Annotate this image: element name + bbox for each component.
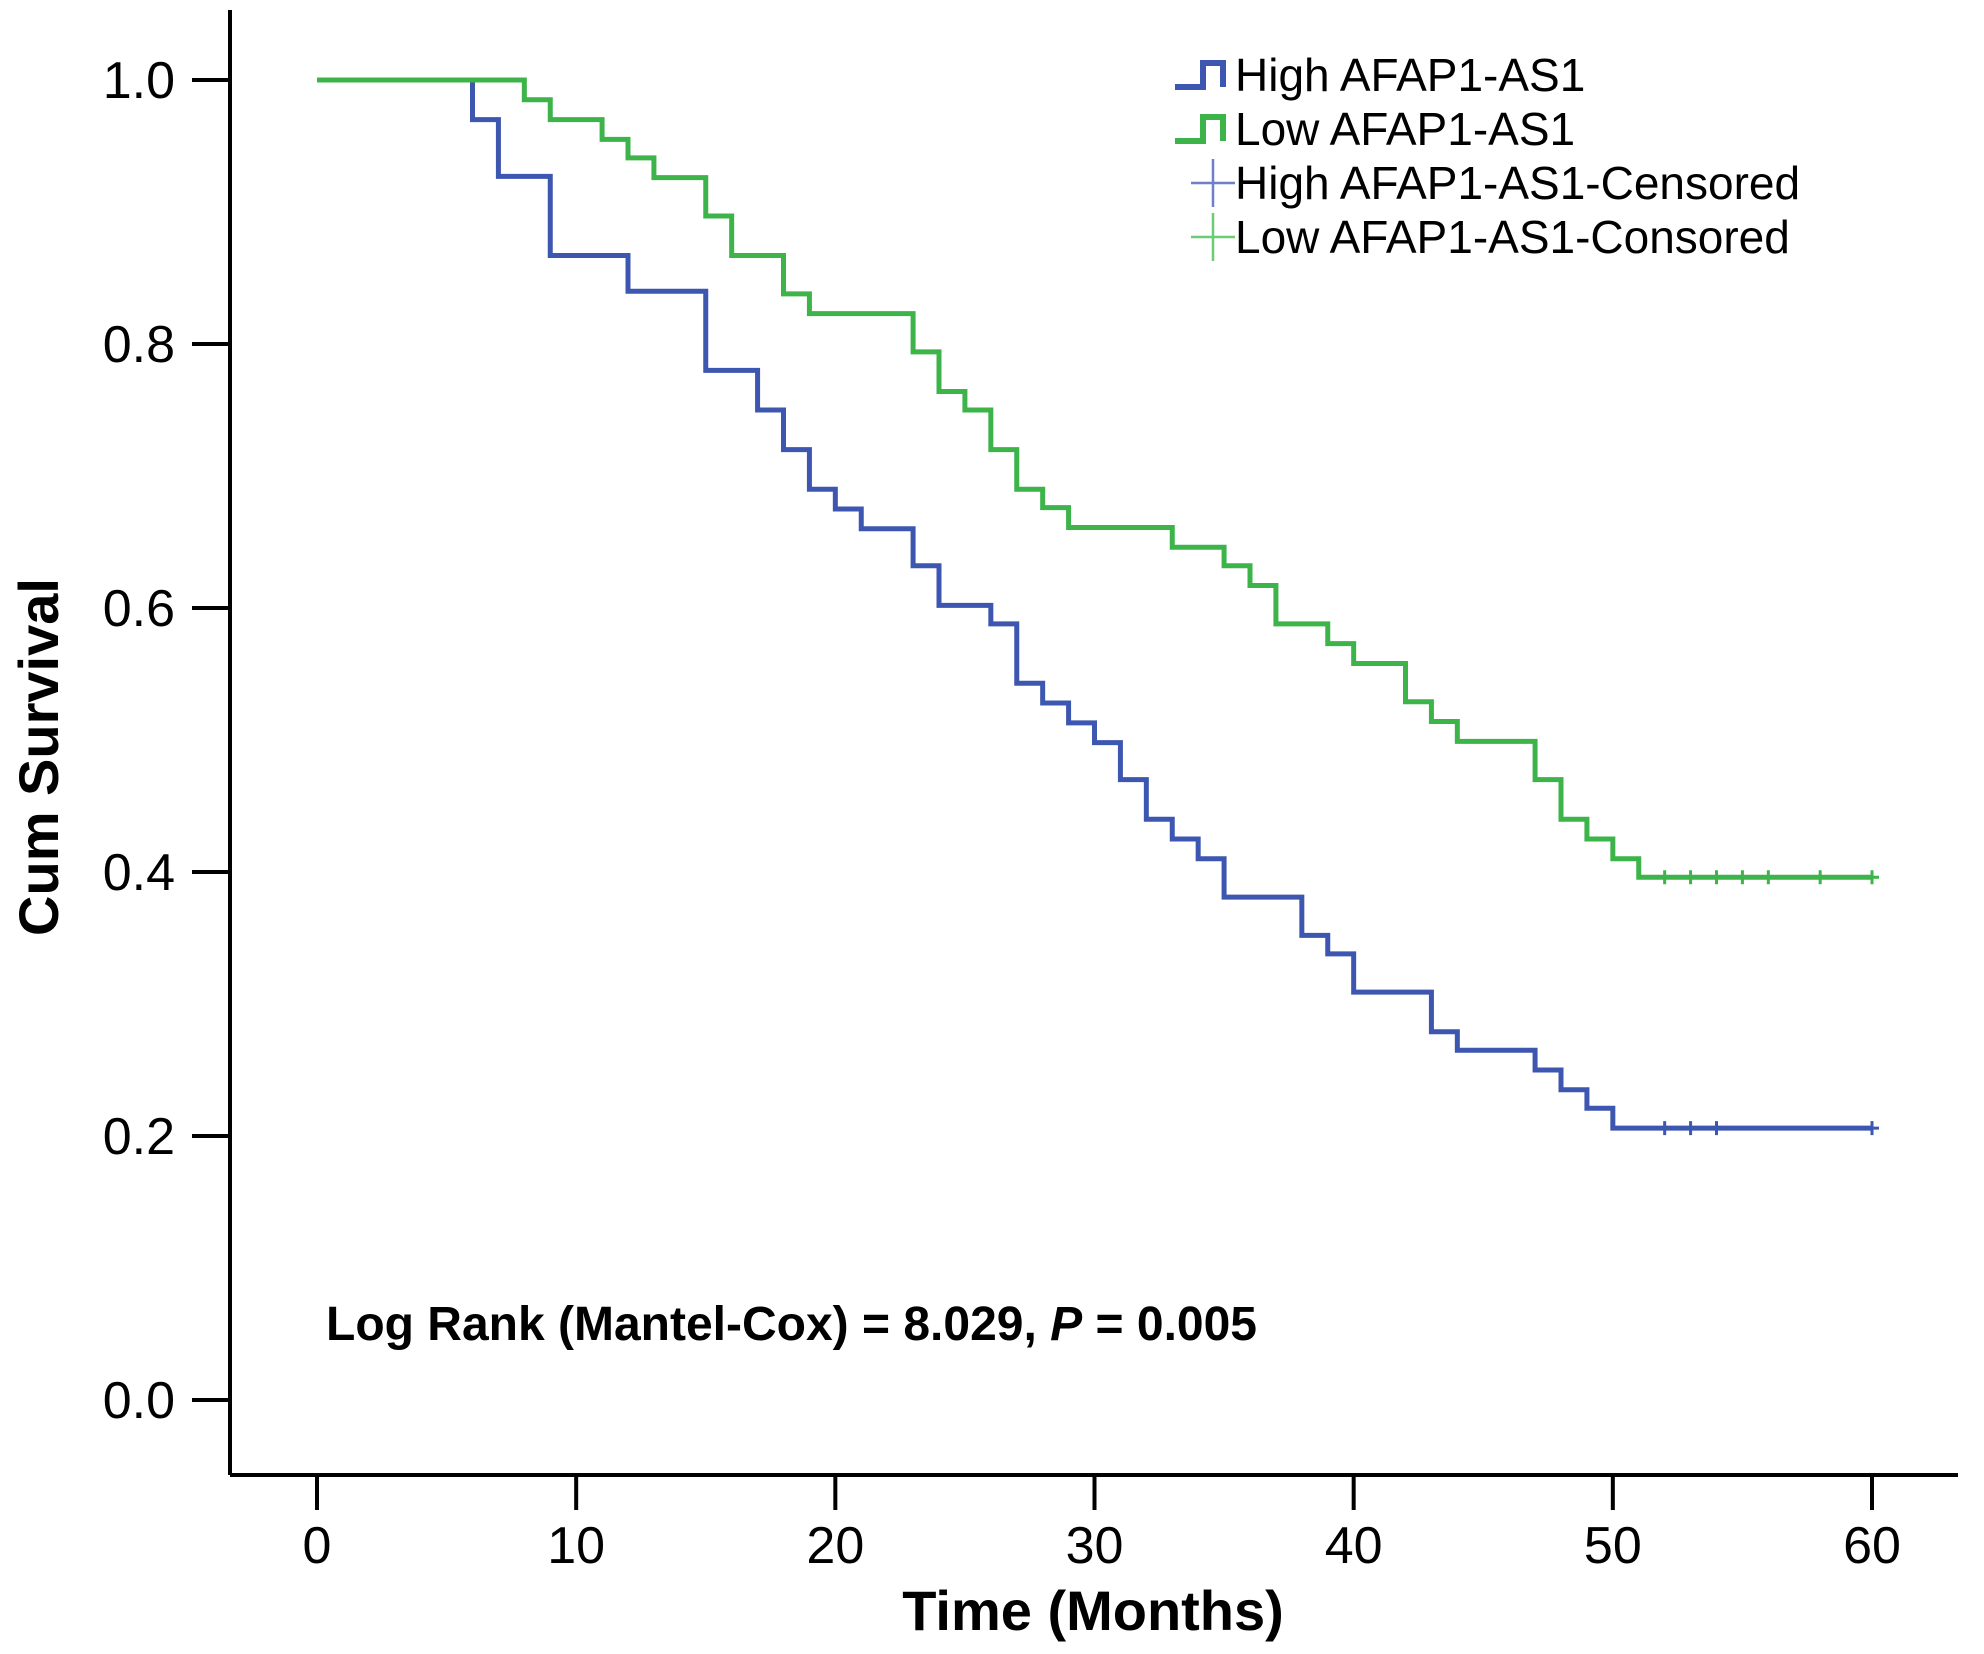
series-layer bbox=[317, 77, 1872, 1131]
legend-label-0: High AFAP1-AS1 bbox=[1235, 49, 1585, 101]
log-rank-annotation: Log Rank (Mantel-Cox) = 8.029, P = 0.005 bbox=[326, 1298, 1257, 1351]
censor-mark-1-4 bbox=[1761, 870, 1776, 885]
x-tick-label-2: 20 bbox=[806, 1517, 864, 1575]
legend-swatch-0 bbox=[1175, 60, 1226, 90]
y-tick-label-1: 0.2 bbox=[103, 1108, 175, 1166]
y-tick-label-5: 1.0 bbox=[103, 52, 175, 110]
legend-label-2: High AFAP1-AS1-Censored bbox=[1235, 157, 1800, 209]
x-ticks: 0 10 20 30 40 50 60 bbox=[303, 1475, 1901, 1575]
annotation-p-symbol: P bbox=[1050, 1298, 1083, 1351]
legend-label-1: Low AFAP1-AS1 bbox=[1235, 103, 1575, 155]
x-axis-title: Time (Months) bbox=[902, 1579, 1284, 1642]
censor-layer bbox=[1657, 870, 1879, 1136]
censor-mark-1-5 bbox=[1813, 870, 1828, 885]
legend-swatch-1 bbox=[1175, 114, 1226, 144]
x-tick-label-6: 60 bbox=[1843, 1517, 1901, 1575]
censor-mark-1-2 bbox=[1709, 870, 1724, 885]
x-tick-label-3: 30 bbox=[1066, 1517, 1124, 1575]
y-axis-title: Cum Survival bbox=[7, 578, 70, 936]
legend-swatch-2 bbox=[1191, 159, 1235, 207]
censor-mark-1-1 bbox=[1683, 870, 1698, 885]
series-line-0 bbox=[317, 77, 1872, 1131]
y-tick-label-0: 0.0 bbox=[103, 1372, 175, 1430]
y-tick-label-3: 0.6 bbox=[103, 580, 175, 638]
censor-mark-1-3 bbox=[1735, 870, 1750, 885]
censor-mark-0-3 bbox=[1865, 1121, 1879, 1136]
x-tick-label-0: 0 bbox=[303, 1517, 332, 1575]
legend-swatch-3 bbox=[1191, 213, 1235, 261]
x-tick-label-5: 50 bbox=[1584, 1517, 1642, 1575]
legend-label-3: Low AFAP1-AS1-Consored bbox=[1235, 211, 1790, 263]
x-tick-label-4: 40 bbox=[1325, 1517, 1383, 1575]
censor-mark-0-2 bbox=[1709, 1121, 1724, 1136]
censor-mark-0-1 bbox=[1683, 1121, 1698, 1136]
censor-mark-0-0 bbox=[1657, 1121, 1672, 1136]
annotation-suffix: = 0.005 bbox=[1082, 1298, 1257, 1351]
series-line-1 bbox=[317, 77, 1872, 880]
y-tick-label-4: 0.8 bbox=[103, 316, 175, 374]
x-tick-label-1: 10 bbox=[547, 1517, 605, 1575]
annotation-prefix: Log Rank (Mantel-Cox) = 8.029, bbox=[326, 1298, 1050, 1351]
censor-mark-1-6 bbox=[1865, 870, 1879, 885]
y-tick-label-2: 0.4 bbox=[103, 844, 175, 902]
censor-mark-1-0 bbox=[1657, 870, 1672, 885]
y-ticks: 0.0 0.2 0.4 0.6 0.8 1.0 bbox=[103, 52, 230, 1430]
